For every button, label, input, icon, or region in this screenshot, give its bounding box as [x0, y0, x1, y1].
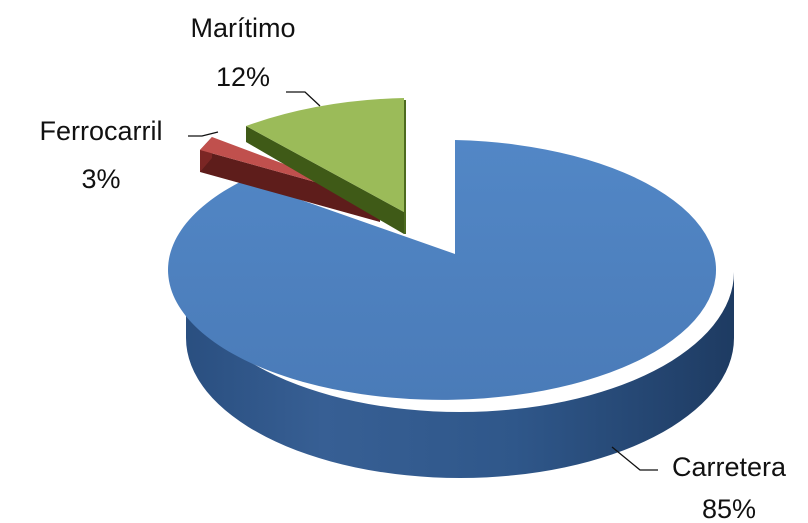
slice-maritimo-side-right [404, 100, 406, 234]
label-maritimo-value: 12% [216, 62, 270, 92]
slice-maritimo-side [246, 126, 404, 234]
slice-carretera [168, 140, 717, 400]
slice-carretera-side [186, 272, 734, 478]
label-ferrocarril-name: Ferrocarril [39, 116, 162, 146]
label-maritimo-name: Marítimo [190, 13, 295, 43]
leader-line-ferrocarril [188, 131, 219, 137]
label-carretera-name: Carretera [672, 452, 787, 482]
leader-line-maritimo [286, 91, 321, 107]
slice-ferrocarril-side [200, 150, 380, 222]
leader-line-carretera [611, 446, 658, 471]
label-ferrocarril-value: 3% [81, 164, 120, 194]
slice-maritimo [246, 98, 404, 212]
label-carretera-value: 85% [702, 494, 756, 523]
